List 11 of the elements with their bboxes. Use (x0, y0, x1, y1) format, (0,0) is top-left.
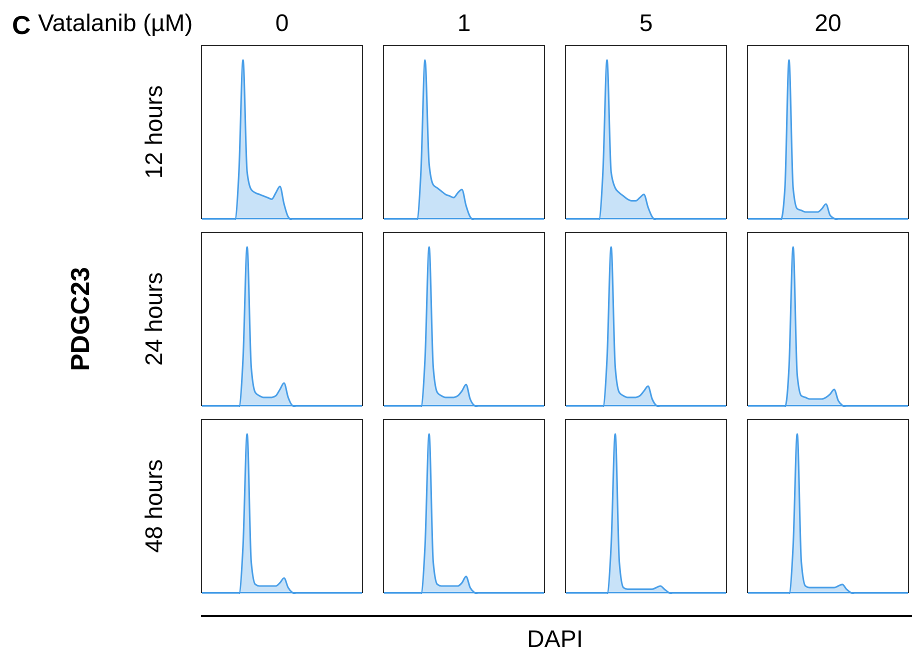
text: C (12, 10, 31, 40)
y-axis-title: 24 hours (141, 272, 168, 366)
x-axis-title: DAPI (526, 626, 583, 648)
chart-title: 5 (639, 10, 653, 37)
chart-title: 0 (275, 10, 289, 37)
y-axis-title: 12 hours (141, 85, 168, 179)
text: PDGC23 (65, 266, 95, 372)
chart-title: 20 (814, 10, 842, 37)
chart-title: 1 (457, 10, 471, 37)
text: Vatalanib (µM) (38, 10, 193, 37)
y-axis-title: 48 hours (141, 459, 168, 553)
